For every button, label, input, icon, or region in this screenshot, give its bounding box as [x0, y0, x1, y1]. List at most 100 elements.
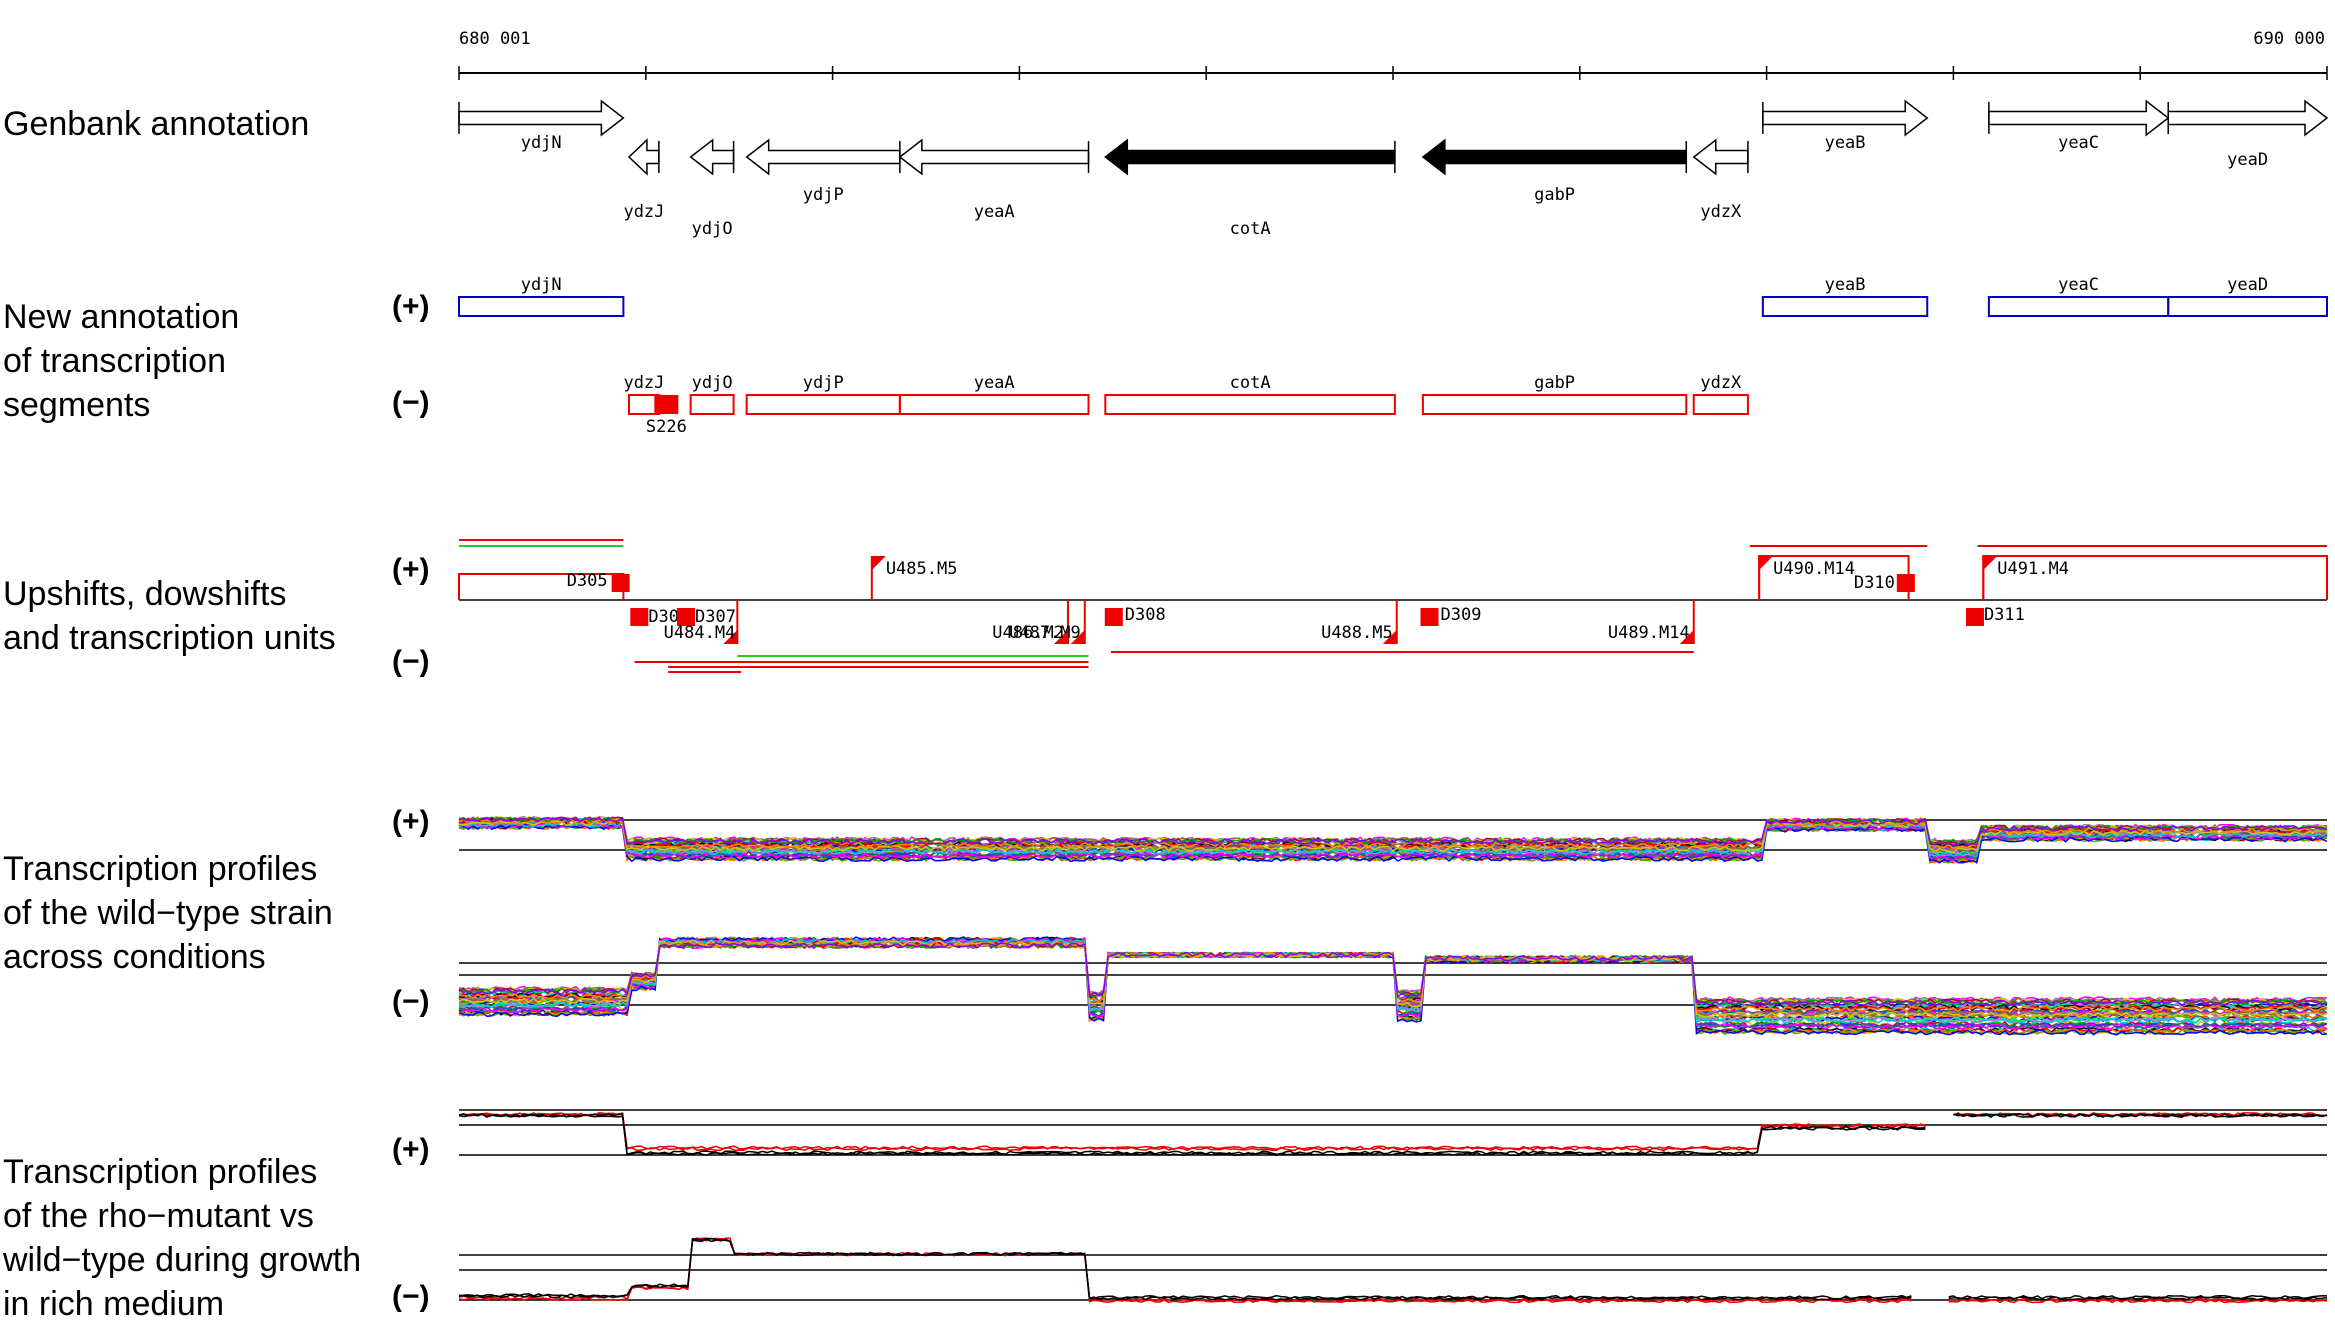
plus-segment-label-yeaB: yeaB — [1825, 275, 1866, 295]
minus-segment-cotA — [1104, 394, 1396, 415]
gene-label-ydzJ: ydzJ — [623, 202, 664, 222]
wt-plus-strand-label: (+) — [392, 805, 430, 838]
downshift-mark-D311 — [1965, 608, 1984, 626]
minus-segment-label-ydzX: ydzX — [1700, 373, 1742, 393]
rho-minus-trace — [1948, 1298, 2328, 1304]
label-line: and transcription units — [3, 619, 336, 657]
wt-plus-trace — [458, 820, 2328, 858]
plus-segment-label-yeaC: yeaC — [2058, 275, 2099, 295]
rho-plus-trace — [458, 1113, 1926, 1156]
minus-segment-ydjP — [745, 394, 901, 415]
label-line: Genbank annotation — [3, 105, 310, 143]
label-line: Transcription profiles — [3, 850, 318, 888]
gene-arrow-ydjO — [689, 138, 735, 176]
shift-label-U485.M5: U485.M5 — [886, 559, 958, 579]
label-line: across conditions — [3, 938, 266, 976]
gene-label-cotA: cotA — [1230, 219, 1271, 239]
shift-label-D309: D309 — [1440, 605, 1481, 625]
wt-plus-trace — [458, 818, 2328, 850]
gene-arrow-ydjN — [458, 99, 625, 137]
plus-segment-yeaC — [1987, 296, 2170, 317]
wt-plus-trace — [458, 822, 2328, 861]
rho-plus-trace — [458, 1112, 1926, 1151]
downshift-mark-D307 — [677, 608, 696, 626]
upshift-mark-U489.M14 — [1679, 630, 1694, 644]
gene-label-ydjO: ydjO — [692, 219, 733, 239]
gene-arrow-yeaD — [2167, 99, 2329, 137]
genbank-row-label: Genbank annotation — [3, 102, 309, 146]
rho-minus-trace — [458, 1237, 1912, 1301]
plus-segment-label-yeaD: yeaD — [2227, 275, 2268, 295]
minus-segment-label-yeaA: yeaA — [974, 373, 1015, 393]
shift-label-U491.M4: U491.M4 — [1997, 559, 2069, 579]
shift-label-U486.M2: U486.M2 — [992, 623, 1064, 643]
gene-label-yeaA: yeaA — [974, 202, 1015, 222]
downshift-mark-D306 — [630, 608, 649, 626]
plus-segment-yeaD — [2167, 296, 2328, 317]
rho-minus-trace — [458, 1238, 1912, 1300]
small-segment-label-S226: S226 — [646, 417, 687, 437]
label-line: wild−type during growth — [3, 1241, 362, 1279]
gene-label-yeaC: yeaC — [2058, 133, 2099, 153]
minus-segment-label-gabP: gabP — [1534, 373, 1575, 393]
shift-label-D305: D305 — [567, 571, 608, 591]
upshift-mark-U491.M4 — [1983, 556, 1998, 570]
label-line: of the rho−mutant vs — [3, 1197, 314, 1235]
rho-profiles-row-label: Transcription profiles of the rho−mutant … — [3, 1150, 361, 1326]
upshift-mark-U486.M2 — [1053, 630, 1068, 644]
gene-arrow-yeaC — [1988, 99, 2170, 137]
shift-label-U487.M9: U487.M9 — [1009, 623, 1081, 643]
label-line: segments — [3, 386, 151, 424]
gene-arrow-cotA — [1104, 138, 1396, 176]
shift-label-D307: D307 — [695, 607, 736, 627]
shift-label-D311: D311 — [1984, 605, 2025, 625]
shift-label-U484.M4: U484.M4 — [664, 623, 736, 643]
rho-minus-trace — [1948, 1294, 2328, 1300]
shifts-row-label: Upshifts, dowshifts and transcription uni… — [3, 572, 336, 660]
upshift-mark-U484.M4 — [723, 630, 738, 644]
rho-minus-strand-label: (−) — [392, 1280, 430, 1313]
minus-segment-label-cotA: cotA — [1230, 373, 1271, 393]
upshift-mark-U487.M9 — [1070, 630, 1085, 644]
wt-profiles-row-label: Transcription profiles of the wild−type s… — [3, 847, 333, 979]
shifts-minus-strand-label: (−) — [392, 645, 430, 678]
rho-minus-trace — [458, 1237, 1912, 1302]
label-line: of transcription — [3, 342, 226, 380]
segments-minus-strand-label: (−) — [392, 386, 430, 419]
rho-plus-trace — [458, 1113, 1926, 1157]
shifts-plus-strand-label: (+) — [392, 553, 430, 586]
downshift-mark-D309 — [1420, 608, 1439, 626]
downshift-mark-D305 — [611, 574, 630, 592]
plus-segment-ydjN — [458, 296, 625, 317]
small-segment-S226 — [654, 395, 679, 414]
label-line: New annotation — [3, 298, 240, 336]
gene-label-yeaD: yeaD — [2227, 150, 2268, 170]
shift-label-U490.M14: U490.M14 — [1773, 559, 1855, 579]
wt-minus-trace — [458, 941, 2328, 1007]
minus-segment-ydjO — [689, 394, 735, 415]
plus-segment-label-ydjN: ydjN — [521, 275, 562, 295]
upshift-mark-U485.M5 — [871, 556, 886, 570]
minus-segment-label-ydjP: ydjP — [803, 373, 844, 393]
downshift-mark-D310 — [1896, 574, 1915, 592]
shift-label-U488.M5: U488.M5 — [1321, 623, 1393, 643]
gene-arrow-ydzX — [1692, 138, 1749, 176]
gene-label-ydzX: ydzX — [1700, 202, 1742, 222]
upshift-mark-U490.M14 — [1759, 556, 1774, 570]
wt-plus-trace — [458, 823, 2328, 864]
shift-label-D310: D310 — [1854, 573, 1895, 593]
wt-minus-trace — [458, 940, 2328, 1013]
minus-segment-ydzX — [1692, 394, 1749, 415]
gene-label-ydjN: ydjN — [521, 133, 562, 153]
gene-arrow-ydzJ — [627, 138, 660, 176]
upshift-mark-U488.M5 — [1382, 630, 1397, 644]
coord-start-label: 680 001 — [459, 29, 531, 49]
downshift-mark-D308 — [1104, 608, 1123, 626]
minus-segment-label-ydjO: ydjO — [692, 373, 733, 393]
gene-label-yeaB: yeaB — [1825, 133, 1866, 153]
segments-row-label: New annotation of transcription segments — [3, 295, 239, 427]
gene-arrow-ydjP — [745, 138, 901, 176]
label-line: in rich medium — [3, 1285, 225, 1323]
gene-arrow-gabP — [1421, 138, 1688, 176]
wt-minus-strand-label: (−) — [392, 985, 430, 1018]
